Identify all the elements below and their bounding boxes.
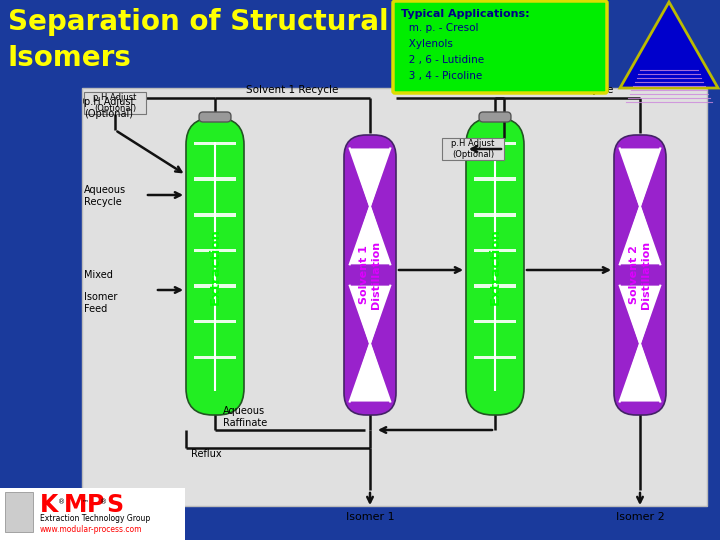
Polygon shape: [620, 148, 660, 209]
Text: p.H Adjust
(Optional): p.H Adjust (Optional): [84, 97, 135, 119]
Text: Aqueous
Raffinate: Aqueous Raffinate: [223, 407, 267, 428]
Text: Separation of Structural: Separation of Structural: [8, 8, 389, 36]
Bar: [194, 142, 236, 145]
Bar: [474, 249, 516, 252]
Text: Aqueous
Recycle: Aqueous Recycle: [84, 185, 126, 207]
Bar: [194, 320, 236, 323]
Text: Extraction: Extraction: [209, 228, 222, 305]
Text: p.H Adjust
(Optional): p.H Adjust (Optional): [451, 139, 495, 159]
Text: Isomer 2: Isomer 2: [616, 512, 665, 522]
Bar: [194, 356, 236, 359]
Bar: [194, 213, 236, 217]
Text: Extraction Technology Group: Extraction Technology Group: [40, 514, 150, 523]
FancyBboxPatch shape: [479, 112, 511, 122]
Text: Reflux: Reflux: [191, 449, 222, 459]
Polygon shape: [350, 148, 390, 209]
Bar: [82, 88, 707, 506]
Text: Xylenols: Xylenols: [399, 39, 453, 49]
Text: Solvent 2 Recycle: Solvent 2 Recycle: [521, 85, 613, 95]
Bar: [474, 285, 516, 288]
FancyBboxPatch shape: [466, 118, 524, 415]
Text: S: S: [106, 493, 123, 517]
Text: 2 , 6 - Lutidine: 2 , 6 - Lutidine: [399, 55, 484, 65]
Bar: [194, 178, 236, 181]
Text: Extraction: Extraction: [488, 228, 502, 305]
Bar: [0, 488, 185, 540]
Text: K: K: [40, 493, 58, 517]
Bar: [474, 213, 516, 217]
Text: Isomer
Feed: Isomer Feed: [84, 292, 117, 314]
Polygon shape: [350, 286, 390, 346]
Text: ®: ®: [100, 499, 107, 505]
Polygon shape: [620, 2, 718, 88]
Polygon shape: [620, 286, 660, 346]
Polygon shape: [620, 341, 660, 402]
Text: Isomers: Isomers: [8, 44, 132, 72]
Text: ®: ®: [58, 499, 65, 505]
FancyBboxPatch shape: [199, 112, 231, 122]
Text: M: M: [64, 493, 87, 517]
Bar: [474, 356, 516, 359]
Text: ™: ™: [82, 499, 89, 505]
Text: P: P: [87, 493, 104, 517]
Text: 3 , 4 - Picoline: 3 , 4 - Picoline: [399, 71, 482, 81]
Text: p.H Adjust
(Optional): p.H Adjust (Optional): [94, 93, 137, 113]
Bar: [442, 138, 504, 160]
Polygon shape: [350, 204, 390, 265]
Text: Typical Applications:: Typical Applications:: [401, 9, 530, 19]
Bar: [5, 492, 33, 532]
Bar: [194, 249, 236, 252]
Text: m. p. - Cresol: m. p. - Cresol: [399, 23, 479, 33]
Bar: [194, 285, 236, 288]
FancyBboxPatch shape: [614, 135, 666, 415]
FancyBboxPatch shape: [186, 118, 244, 415]
Text: Isomer 1: Isomer 1: [346, 512, 395, 522]
Polygon shape: [620, 204, 660, 265]
Bar: [474, 142, 516, 145]
Text: Solvent 1 Recycle: Solvent 1 Recycle: [246, 85, 338, 95]
Text: www.modular-process.com: www.modular-process.com: [40, 525, 143, 534]
Text: Solvent 1
Distillation: Solvent 1 Distillation: [359, 241, 381, 309]
Text: Mixed: Mixed: [84, 270, 113, 280]
FancyBboxPatch shape: [393, 1, 607, 93]
Bar: [84, 92, 146, 114]
Text: Solvent 2
Distillation: Solvent 2 Distillation: [629, 241, 651, 309]
Bar: [474, 320, 516, 323]
Polygon shape: [350, 341, 390, 402]
FancyBboxPatch shape: [344, 135, 396, 415]
Bar: [474, 178, 516, 181]
